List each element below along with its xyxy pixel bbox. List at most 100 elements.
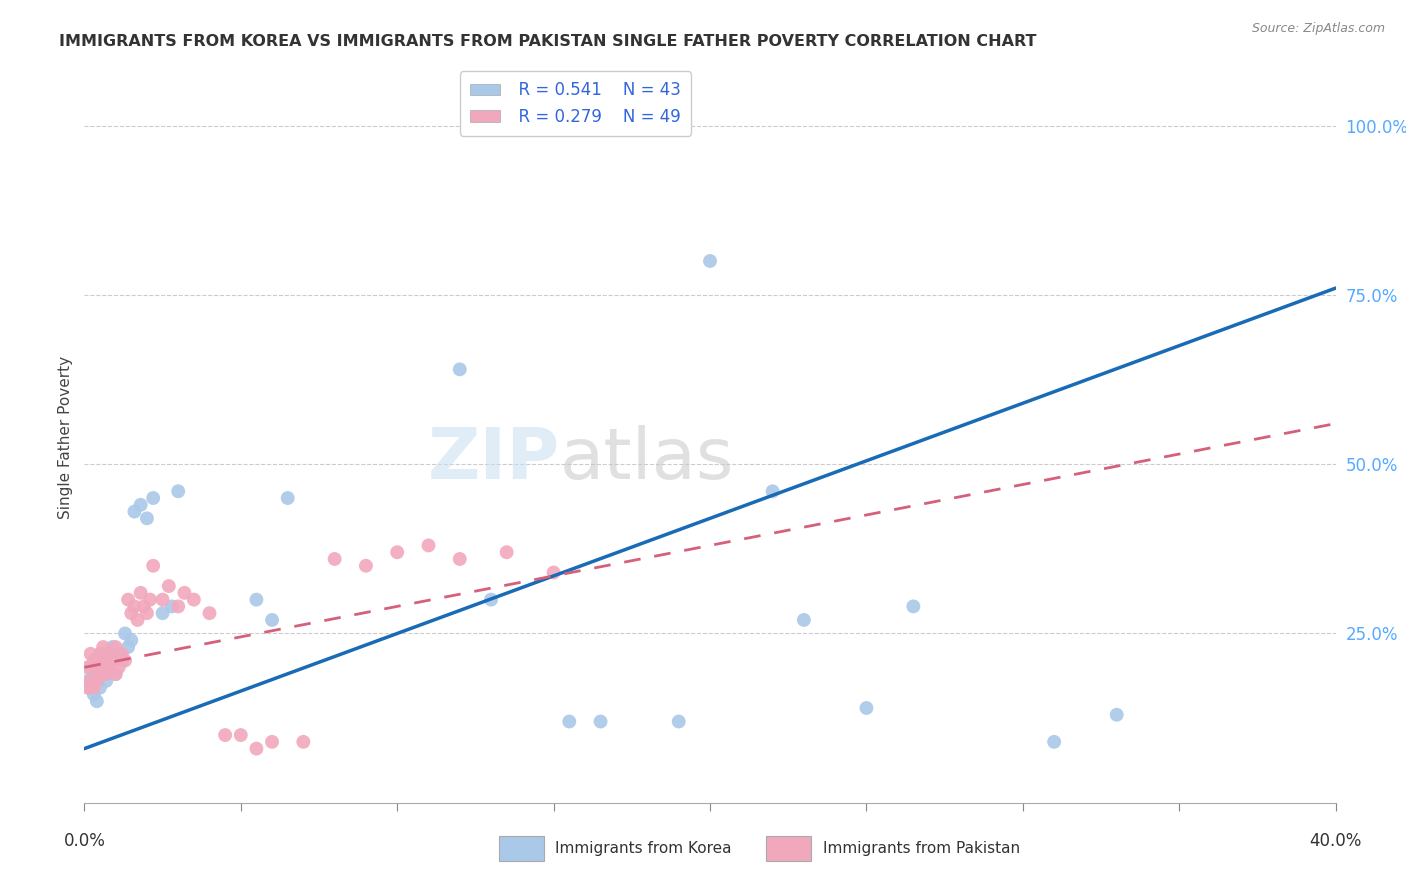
Point bbox=[76, 660, 98, 674]
Point bbox=[79, 673, 101, 688]
Point bbox=[142, 491, 165, 505]
Point bbox=[589, 714, 612, 729]
Point bbox=[277, 491, 299, 505]
Point bbox=[79, 681, 101, 695]
Point bbox=[89, 660, 111, 674]
Point bbox=[183, 592, 205, 607]
Point bbox=[245, 592, 267, 607]
Point bbox=[142, 558, 165, 573]
Point bbox=[79, 647, 101, 661]
Point bbox=[120, 633, 142, 648]
Point bbox=[124, 599, 146, 614]
Point bbox=[903, 599, 925, 614]
Point bbox=[91, 640, 114, 654]
Text: Immigrants from Pakistan: Immigrants from Pakistan bbox=[823, 841, 1019, 855]
Point bbox=[173, 586, 195, 600]
Point bbox=[323, 552, 346, 566]
Point bbox=[292, 735, 315, 749]
Point bbox=[699, 254, 721, 268]
Point bbox=[136, 511, 159, 525]
Point bbox=[104, 640, 127, 654]
Point bbox=[101, 654, 124, 668]
Point bbox=[262, 613, 284, 627]
Point bbox=[449, 362, 471, 376]
Point bbox=[117, 592, 139, 607]
Point bbox=[129, 586, 152, 600]
Text: 40.0%: 40.0% bbox=[1309, 832, 1362, 850]
Text: IMMIGRANTS FROM KOREA VS IMMIGRANTS FROM PAKISTAN SINGLE FATHER POVERTY CORRELAT: IMMIGRANTS FROM KOREA VS IMMIGRANTS FROM… bbox=[59, 35, 1036, 49]
Text: 0.0%: 0.0% bbox=[63, 832, 105, 850]
Point bbox=[129, 498, 152, 512]
Point bbox=[120, 606, 142, 620]
Text: ZIP: ZIP bbox=[427, 425, 560, 493]
Point bbox=[139, 592, 162, 607]
Point bbox=[262, 735, 284, 749]
Point bbox=[1105, 707, 1128, 722]
Point bbox=[114, 654, 136, 668]
Point bbox=[101, 640, 124, 654]
Point bbox=[668, 714, 690, 729]
Point bbox=[157, 579, 180, 593]
Point bbox=[91, 647, 114, 661]
Point bbox=[124, 505, 146, 519]
Point bbox=[96, 654, 118, 668]
Point bbox=[107, 647, 129, 661]
Point bbox=[86, 660, 108, 674]
Point bbox=[91, 660, 114, 674]
Point bbox=[111, 647, 134, 661]
Point bbox=[855, 701, 877, 715]
Point bbox=[418, 538, 440, 552]
Point bbox=[83, 681, 105, 695]
Point bbox=[86, 694, 108, 708]
Point bbox=[1043, 735, 1066, 749]
Point bbox=[136, 606, 159, 620]
Point bbox=[86, 654, 108, 668]
Point bbox=[104, 667, 127, 681]
Point bbox=[214, 728, 236, 742]
Point bbox=[385, 545, 409, 559]
Point bbox=[91, 667, 114, 681]
Point bbox=[762, 484, 785, 499]
Point bbox=[198, 606, 221, 620]
Point bbox=[117, 640, 139, 654]
Y-axis label: Single Father Poverty: Single Father Poverty bbox=[58, 356, 73, 518]
Point bbox=[96, 673, 118, 688]
Point bbox=[543, 566, 565, 580]
Point bbox=[96, 667, 118, 681]
Point bbox=[104, 667, 127, 681]
Point bbox=[89, 647, 111, 661]
Point bbox=[107, 660, 129, 674]
Point bbox=[89, 667, 111, 681]
Point bbox=[86, 673, 108, 688]
Point bbox=[76, 681, 98, 695]
Point bbox=[354, 558, 377, 573]
Point bbox=[245, 741, 267, 756]
Point bbox=[127, 613, 149, 627]
Point bbox=[479, 592, 502, 607]
Legend:   R = 0.541    N = 43,   R = 0.279    N = 49: R = 0.541 N = 43, R = 0.279 N = 49 bbox=[460, 71, 690, 136]
Point bbox=[793, 613, 815, 627]
Point bbox=[98, 660, 121, 674]
Point bbox=[83, 654, 105, 668]
Point bbox=[83, 688, 105, 702]
Text: atlas: atlas bbox=[560, 425, 734, 493]
Point bbox=[132, 599, 155, 614]
Point bbox=[114, 626, 136, 640]
Point bbox=[79, 660, 101, 674]
Point bbox=[98, 647, 121, 661]
Point bbox=[495, 545, 517, 559]
Point bbox=[111, 654, 134, 668]
Text: Immigrants from Korea: Immigrants from Korea bbox=[555, 841, 733, 855]
Point bbox=[449, 552, 471, 566]
Point bbox=[160, 599, 183, 614]
Point bbox=[558, 714, 581, 729]
Point bbox=[167, 484, 190, 499]
Point bbox=[152, 606, 174, 620]
Point bbox=[98, 660, 121, 674]
Point bbox=[152, 592, 174, 607]
Point bbox=[96, 654, 118, 668]
Point bbox=[76, 673, 98, 688]
Point bbox=[167, 599, 190, 614]
Point bbox=[83, 667, 105, 681]
Point bbox=[89, 681, 111, 695]
